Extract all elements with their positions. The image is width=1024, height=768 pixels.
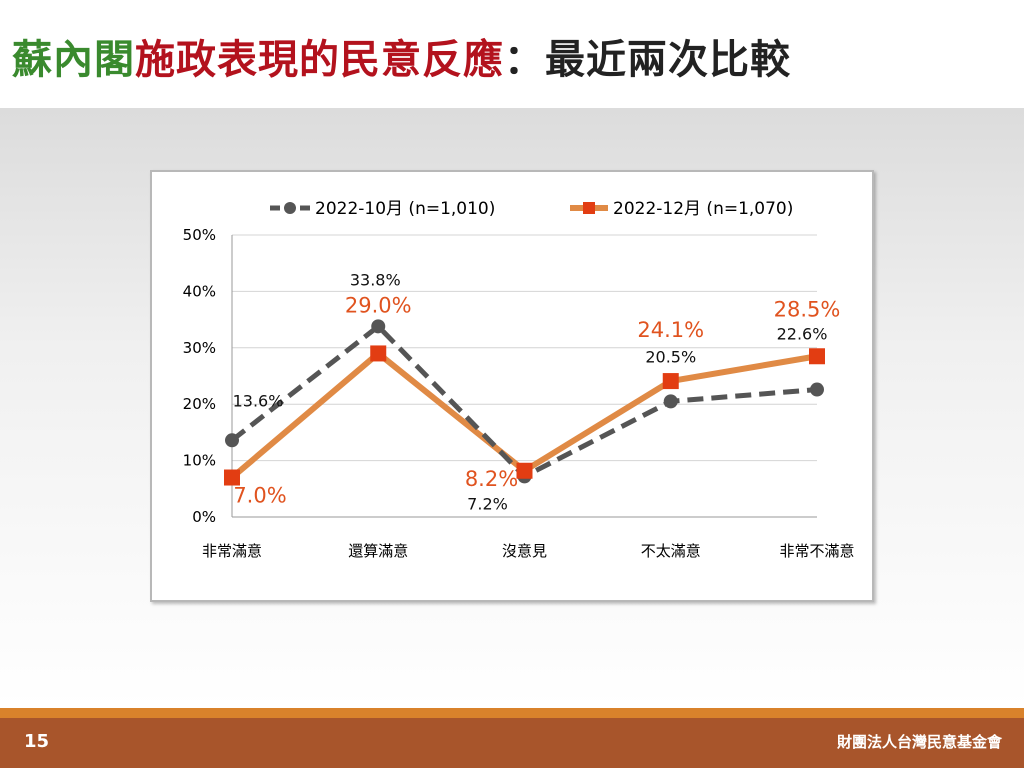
slide-title: 蘇內閣施政表現的民意反應：最近兩次比較 bbox=[12, 36, 791, 84]
data-label-dec: 7.0% bbox=[233, 484, 286, 508]
data-label-oct: 20.5% bbox=[645, 347, 696, 366]
data-label-oct: 7.2% bbox=[467, 494, 508, 513]
legend-label-oct: 2022-10月 (n=1,010) bbox=[315, 199, 495, 219]
data-point-oct bbox=[371, 319, 386, 334]
data-label-oct: 22.6% bbox=[777, 325, 828, 344]
legend-label-dec: 2022-12月 (n=1,070) bbox=[613, 199, 793, 219]
data-label-oct: 33.8% bbox=[350, 270, 401, 289]
data-point-oct bbox=[663, 394, 678, 409]
data-label-dec: 24.1% bbox=[637, 318, 704, 342]
data-label-dec: 29.0% bbox=[345, 293, 412, 317]
chart-frame: 0% 10% 20% 30% 40% 50% 非常滿意 還算滿意 沒意見 不太滿意 非常不滿意 202… bbox=[150, 170, 874, 602]
line-chart: 0% 10% 20% 30% 40% 50% 非常滿意 還算滿意 沒意見 不太滿意 非常不滿意 202… bbox=[183, 199, 855, 560]
data-point-dec bbox=[516, 462, 533, 479]
data-point-dec bbox=[370, 345, 387, 362]
legend-marker-oct bbox=[284, 202, 296, 214]
x-category-label: 還算滿意 bbox=[348, 542, 408, 560]
title-part-1: 蘇內閣 bbox=[12, 37, 135, 83]
page-number: 15 bbox=[24, 731, 50, 752]
y-tick-label: 30% bbox=[183, 339, 216, 357]
organization-name: 財團法人台灣民意基金會 bbox=[836, 733, 1002, 751]
footer-stripe bbox=[0, 708, 1024, 718]
y-tick-label: 10% bbox=[183, 452, 216, 470]
title-bar: 蘇內閣施政表現的民意反應：最近兩次比較 bbox=[0, 0, 1024, 108]
data-point-dec bbox=[224, 469, 240, 486]
title-part-2: 施政表現的民意反應 bbox=[135, 37, 504, 83]
y-tick-label: 20% bbox=[183, 395, 216, 413]
data-point-dec bbox=[662, 373, 679, 390]
data-point-oct bbox=[810, 382, 824, 397]
y-tick-label: 0% bbox=[192, 508, 216, 526]
y-tick-label: 50% bbox=[183, 226, 216, 244]
footer-bar: 15 財團法人台灣民意基金會 bbox=[0, 718, 1024, 768]
data-label-dec: 28.5% bbox=[774, 297, 841, 321]
data-point-oct bbox=[225, 433, 239, 448]
data-label-oct: 13.6% bbox=[233, 391, 284, 410]
x-category-label: 沒意見 bbox=[502, 542, 547, 560]
x-category-label: 非常不滿意 bbox=[779, 542, 854, 560]
title-part-3: ：最近兩次比較 bbox=[504, 37, 791, 83]
legend-marker-dec bbox=[583, 202, 595, 214]
x-category-label: 非常滿意 bbox=[202, 542, 262, 560]
x-category-label: 不太滿意 bbox=[641, 542, 701, 560]
data-point-dec bbox=[809, 348, 825, 365]
y-tick-label: 40% bbox=[183, 282, 216, 300]
data-label-dec: 8.2% bbox=[465, 467, 518, 491]
